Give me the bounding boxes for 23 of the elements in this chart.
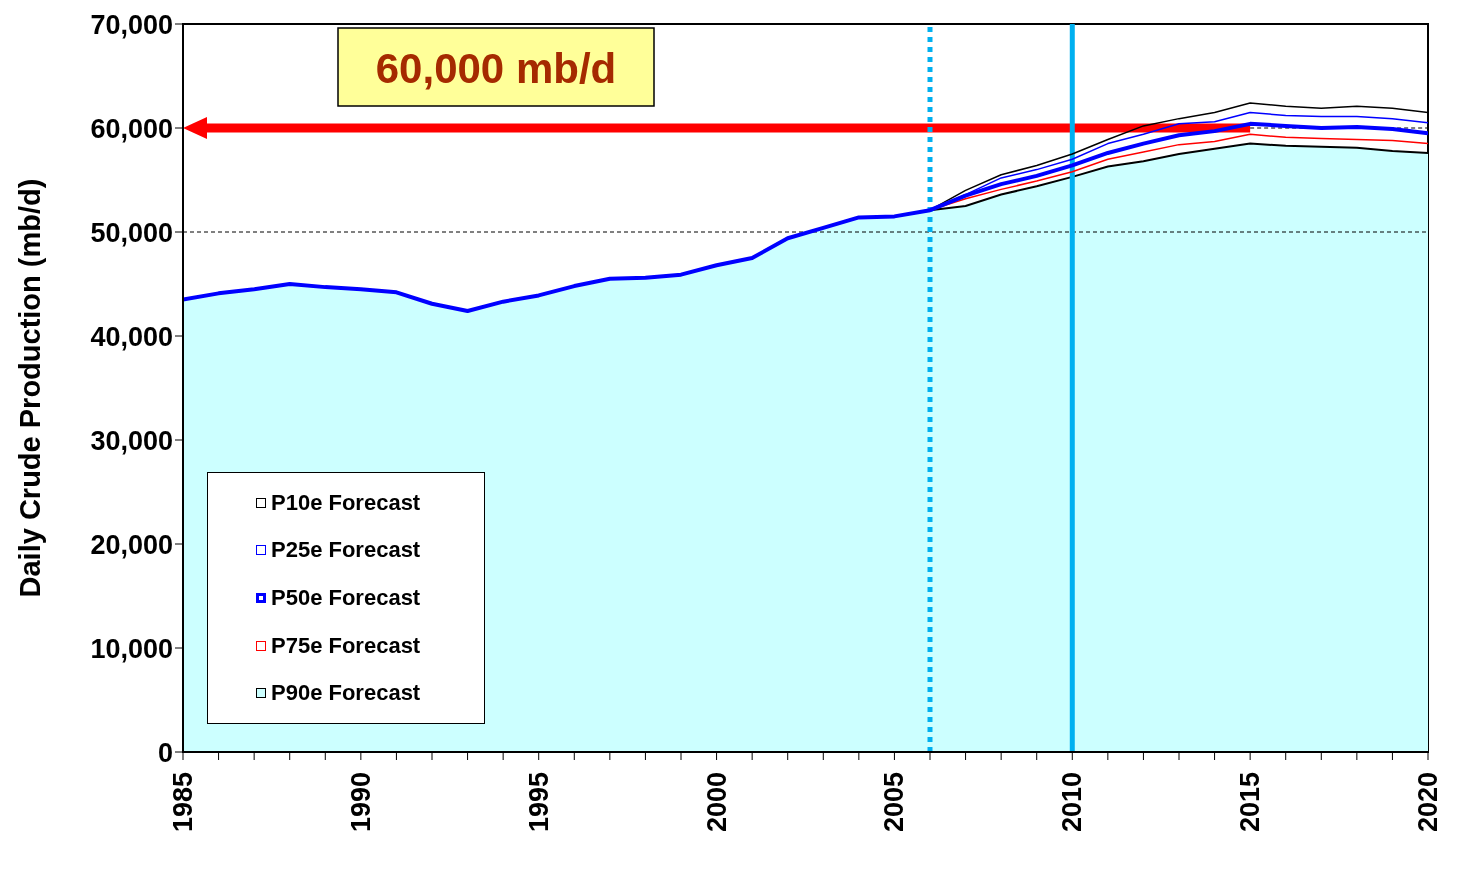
x-tick-label: 2015 bbox=[1235, 772, 1266, 833]
y-tick-label: 10,000 bbox=[90, 633, 173, 664]
y-tick-label: 40,000 bbox=[90, 321, 173, 352]
x-tick-label: 2005 bbox=[879, 772, 910, 833]
y-tick-label: 30,000 bbox=[90, 425, 173, 456]
y-axis-title: Daily Crude Production (mb/d) bbox=[14, 178, 46, 598]
legend-label: P10e Forecast bbox=[271, 489, 421, 516]
legend-label: P90e Forecast bbox=[271, 680, 421, 707]
legend-label: P50e Forecast bbox=[271, 584, 421, 611]
legend-label: P75e Forecast bbox=[271, 632, 421, 659]
x-tick-label: 2000 bbox=[701, 772, 732, 833]
y-tick-label: 60,000 bbox=[90, 113, 173, 144]
y-tick-label: 70,000 bbox=[90, 9, 173, 40]
x-tick-label: 1995 bbox=[523, 772, 554, 833]
x-tick-label: 1985 bbox=[168, 772, 198, 833]
legend-label: P25e Forecast bbox=[271, 537, 421, 564]
annotation: 60,000 mb/d bbox=[375, 44, 617, 92]
y-tick-label: 20,000 bbox=[90, 529, 173, 560]
x-tick-label: 2010 bbox=[1057, 772, 1088, 833]
y-tick-label: 50,000 bbox=[90, 217, 173, 248]
x-tick-label: 2020 bbox=[1413, 772, 1443, 833]
x-tick-label: 1990 bbox=[345, 772, 376, 833]
y-tick-label: 0 bbox=[157, 737, 173, 768]
